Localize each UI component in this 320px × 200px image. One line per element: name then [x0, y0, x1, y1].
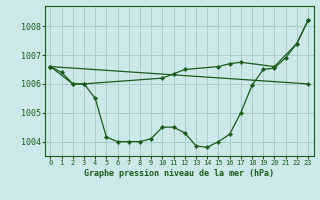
X-axis label: Graphe pression niveau de la mer (hPa): Graphe pression niveau de la mer (hPa) [84, 169, 274, 178]
